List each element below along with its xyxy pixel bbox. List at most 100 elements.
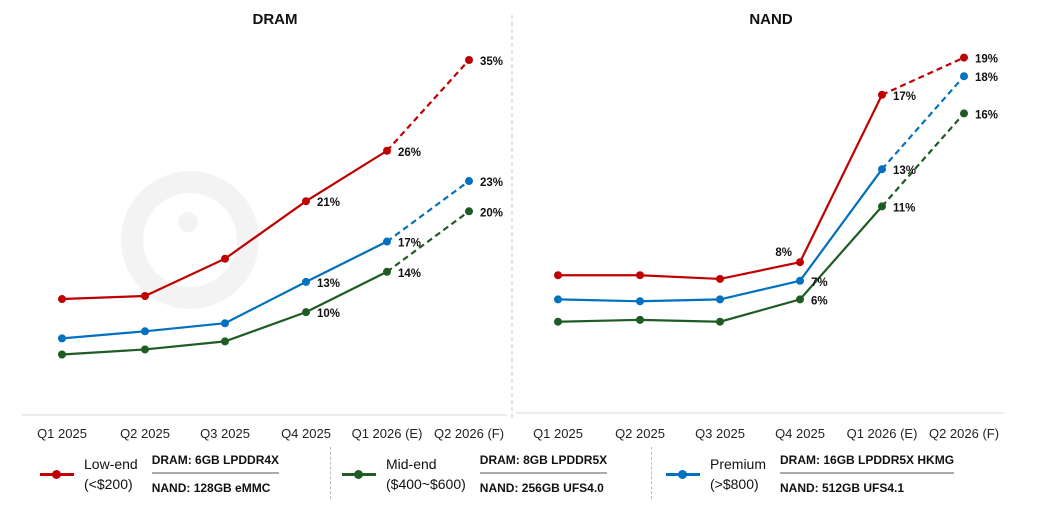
legend-label: Premium (>$800): [710, 454, 766, 494]
data-label: 21%: [317, 197, 340, 209]
data-point: [796, 258, 804, 267]
data-point: [465, 56, 473, 64]
data-point: [141, 345, 149, 354]
x-tick-label: Q2 2026 (F): [434, 426, 504, 441]
watermark-logo-dot: [178, 212, 198, 232]
legend-marker-mid-end: [342, 469, 376, 479]
data-label: 16%: [975, 109, 998, 121]
data-point: [221, 319, 229, 328]
series-line-forecast: [881, 75, 965, 170]
data-point: [960, 109, 968, 118]
x-tick-label: Q1 2026 (E): [352, 426, 423, 441]
x-tick-label: Q1 2026 (E): [847, 426, 918, 441]
data-point: [960, 72, 968, 81]
series-line-forecast: [386, 180, 470, 243]
series-line-forecast: [386, 59, 470, 152]
x-tick-label: Q1 2025: [37, 426, 87, 441]
data-point: [465, 207, 473, 216]
data-point: [302, 277, 310, 286]
x-tick-label: Q2 2025: [120, 426, 170, 441]
legend-label: Low-end (<$200): [84, 454, 138, 494]
legend-dram-spec: DRAM: 8GB LPDDR5X: [479, 450, 608, 474]
legend-divider: [651, 447, 652, 499]
series-line-forecast: [881, 56, 965, 96]
data-point: [221, 254, 229, 263]
data-point: [878, 90, 886, 99]
data-point: [141, 327, 149, 336]
legend-nand-spec: NAND: 128GB eMMC: [151, 481, 271, 495]
data-label: 10%: [317, 308, 340, 320]
x-tick-label: Q3 2025: [200, 426, 250, 441]
data-point: [58, 334, 66, 343]
x-tick-label: Q2 2025: [615, 426, 665, 441]
data-point: [636, 271, 644, 280]
legend-price: (<$200): [84, 476, 133, 492]
data-point: [796, 276, 804, 285]
data-point: [716, 295, 724, 304]
data-point: [554, 295, 562, 304]
data-label: 11%: [893, 202, 915, 214]
chart-title: DRAM: [253, 11, 298, 28]
data-point: [141, 292, 149, 301]
data-point: [636, 297, 644, 306]
data-label: 6%: [811, 295, 828, 307]
legend-price: (>$800): [710, 476, 759, 492]
data-point: [878, 202, 886, 211]
legend-price: ($400~$600): [386, 476, 466, 492]
data-point: [383, 267, 391, 276]
x-tick-label: Q1 2025: [533, 426, 583, 441]
data-point: [383, 237, 391, 246]
data-point: [716, 317, 724, 326]
series-line-forecast: [881, 112, 965, 208]
watermark-logo: [121, 171, 259, 309]
legend-item-premium: Premium (>$800) DRAM: 16GB LPDDR5X HKMG NA…: [666, 447, 955, 501]
data-label: 18%: [975, 72, 998, 84]
data-point: [554, 271, 562, 280]
legend-name: Mid-end: [386, 456, 437, 472]
data-point: [796, 295, 804, 304]
data-point: [58, 350, 66, 359]
series-line-actual: [558, 94, 883, 281]
data-point: [58, 295, 66, 304]
data-label: 35%: [480, 56, 503, 68]
data-point: [383, 146, 391, 155]
data-point: [878, 165, 886, 174]
data-point: [302, 308, 310, 317]
legend-specs: DRAM: 6GB LPDDR4X NAND: 128GB eMMC: [151, 450, 280, 498]
data-point: [716, 274, 724, 283]
data-label: 13%: [317, 278, 340, 290]
data-label: 13%: [893, 165, 916, 177]
legend-specs: DRAM: 16GB LPDDR5X HKMG NAND: 512GB UFS4.…: [780, 450, 955, 498]
data-point: [221, 337, 229, 346]
legend-divider: [330, 447, 331, 499]
series-line-actual: [557, 205, 883, 323]
data-label: 26%: [398, 147, 421, 159]
data-point: [960, 53, 968, 62]
legend-name: Premium: [710, 456, 767, 472]
legend-nand-spec: NAND: 256GB UFS4.0: [479, 481, 604, 495]
data-label: 17%: [398, 238, 421, 250]
data-point: [554, 317, 562, 326]
x-tick-label: Q3 2025: [695, 426, 745, 441]
legend-item-mid-end: Mid-end ($400~$600) DRAM: 8GB LPDDR5X NAND…: [342, 447, 608, 501]
x-tick-label: Q2 2026 (F): [929, 426, 999, 441]
legend-dram-spec: DRAM: 16GB LPDDR5X HKMG: [780, 450, 955, 474]
legend-name: Low-end: [84, 456, 138, 472]
data-label: 17%: [893, 91, 916, 103]
x-tick-label: Q4 2025: [281, 426, 331, 441]
data-label: 14%: [398, 268, 421, 280]
legend-specs: DRAM: 8GB LPDDR5X NAND: 256GB UFS4.0: [479, 450, 608, 498]
x-tick-label: Q4 2025: [775, 426, 825, 441]
legend-nand-spec: NAND: 512GB UFS4.1: [780, 481, 905, 495]
legend-marker-premium: [666, 469, 700, 479]
data-point: [302, 197, 310, 206]
legend-marker-low-end: [40, 469, 74, 479]
legend-item-low-end: Low-end (<$200) DRAM: 6GB LPDDR4X NAND: 12…: [40, 447, 280, 501]
data-label: 20%: [480, 207, 503, 219]
data-point: [636, 315, 644, 324]
data-point: [465, 177, 473, 186]
data-label: 23%: [480, 177, 503, 189]
data-label: 7%: [811, 277, 828, 289]
